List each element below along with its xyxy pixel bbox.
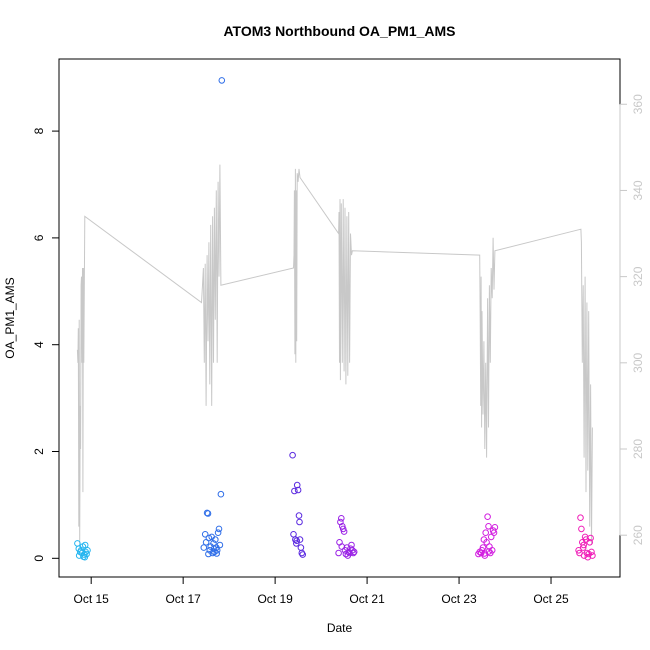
data-point: [290, 531, 297, 538]
data-point: [205, 550, 212, 558]
data-point: [350, 549, 357, 557]
data-point: [485, 523, 492, 530]
data-point: [293, 540, 300, 547]
data-point: [213, 547, 221, 554]
data-point: [213, 550, 220, 557]
data-point: [295, 512, 303, 519]
x-tick-label: Oct 15: [74, 592, 110, 606]
x-tick-label: Oct 23: [441, 592, 477, 606]
data-point: [586, 539, 594, 546]
data-point: [296, 518, 303, 526]
data-point: [587, 534, 594, 542]
data-point: [339, 525, 347, 533]
y2-tick-label: 360: [631, 94, 645, 114]
data-point: [216, 541, 224, 549]
data-point: [338, 515, 345, 522]
data-point: [589, 552, 596, 559]
data-point: [337, 518, 344, 526]
x-tick-label: Oct 17: [165, 592, 201, 606]
y-tick-label: 0: [32, 555, 46, 562]
data-point: [348, 541, 355, 549]
data-point: [482, 529, 490, 537]
y-tick-label: 8: [32, 127, 46, 134]
data-point: [204, 510, 212, 517]
chart-title: ATOM3 Northbound OA_PM1_AMS: [223, 23, 455, 39]
data-point: [210, 545, 218, 553]
data-point: [201, 531, 209, 538]
data-point: [212, 536, 219, 543]
data-point: [289, 451, 296, 459]
data-point: [75, 545, 83, 553]
data-point: [578, 525, 585, 533]
data-point: [84, 547, 91, 554]
y-axis-label: OA_PM1_AMS: [3, 277, 17, 358]
data-point: [291, 487, 298, 495]
data-point: [297, 544, 305, 551]
data-point: [580, 541, 588, 549]
data-point: [579, 544, 587, 551]
y-tick-label: 6: [32, 234, 46, 241]
data-point: [340, 528, 348, 535]
data-point: [491, 524, 499, 531]
data-point: [299, 551, 307, 558]
y-tick-label: 2: [32, 448, 46, 455]
data-point: [292, 536, 299, 543]
data-point: [200, 544, 208, 551]
data-point: [214, 529, 222, 537]
data-point: [218, 77, 226, 84]
secondary-line-layer: [76, 164, 593, 544]
x-tick-label: Oct 25: [533, 592, 569, 606]
data-point: [577, 514, 584, 522]
data-point: [81, 553, 89, 561]
data-point: [217, 490, 225, 498]
y-tick-label: 4: [32, 341, 46, 348]
axes-layer: Oct 15 Oct 17 Oct 19 Oct 21 Oct 23 Oct 25 0 2 4 6…: [32, 94, 645, 606]
data-point: [584, 553, 592, 561]
data-point: [215, 525, 223, 533]
data-point: [294, 486, 302, 494]
data-point: [350, 548, 358, 556]
data-point: [488, 547, 496, 554]
data-point: [296, 536, 304, 543]
data-point: [81, 541, 89, 549]
data-point: [479, 544, 487, 551]
data-point: [588, 548, 595, 556]
x-tick-label: Oct 21: [349, 592, 385, 606]
y2-tick-label: 340: [631, 180, 645, 200]
data-point: [335, 549, 342, 557]
y2-tick-label: 300: [631, 352, 645, 372]
x-tick-label: Oct 19: [257, 592, 293, 606]
data-point: [349, 547, 356, 554]
x-axis-label: Date: [327, 621, 353, 635]
data-point: [293, 537, 301, 545]
data-point: [485, 548, 493, 555]
y2-tick-label: 320: [631, 266, 645, 286]
secondary-series-line: [76, 164, 593, 544]
data-point: [83, 550, 90, 558]
data-point: [338, 543, 346, 550]
data-point: [484, 513, 491, 521]
data-point: [293, 481, 301, 489]
points-layer: [74, 77, 596, 561]
y2-tick-label: 280: [631, 439, 645, 459]
y2-tick-label: 260: [631, 525, 645, 545]
